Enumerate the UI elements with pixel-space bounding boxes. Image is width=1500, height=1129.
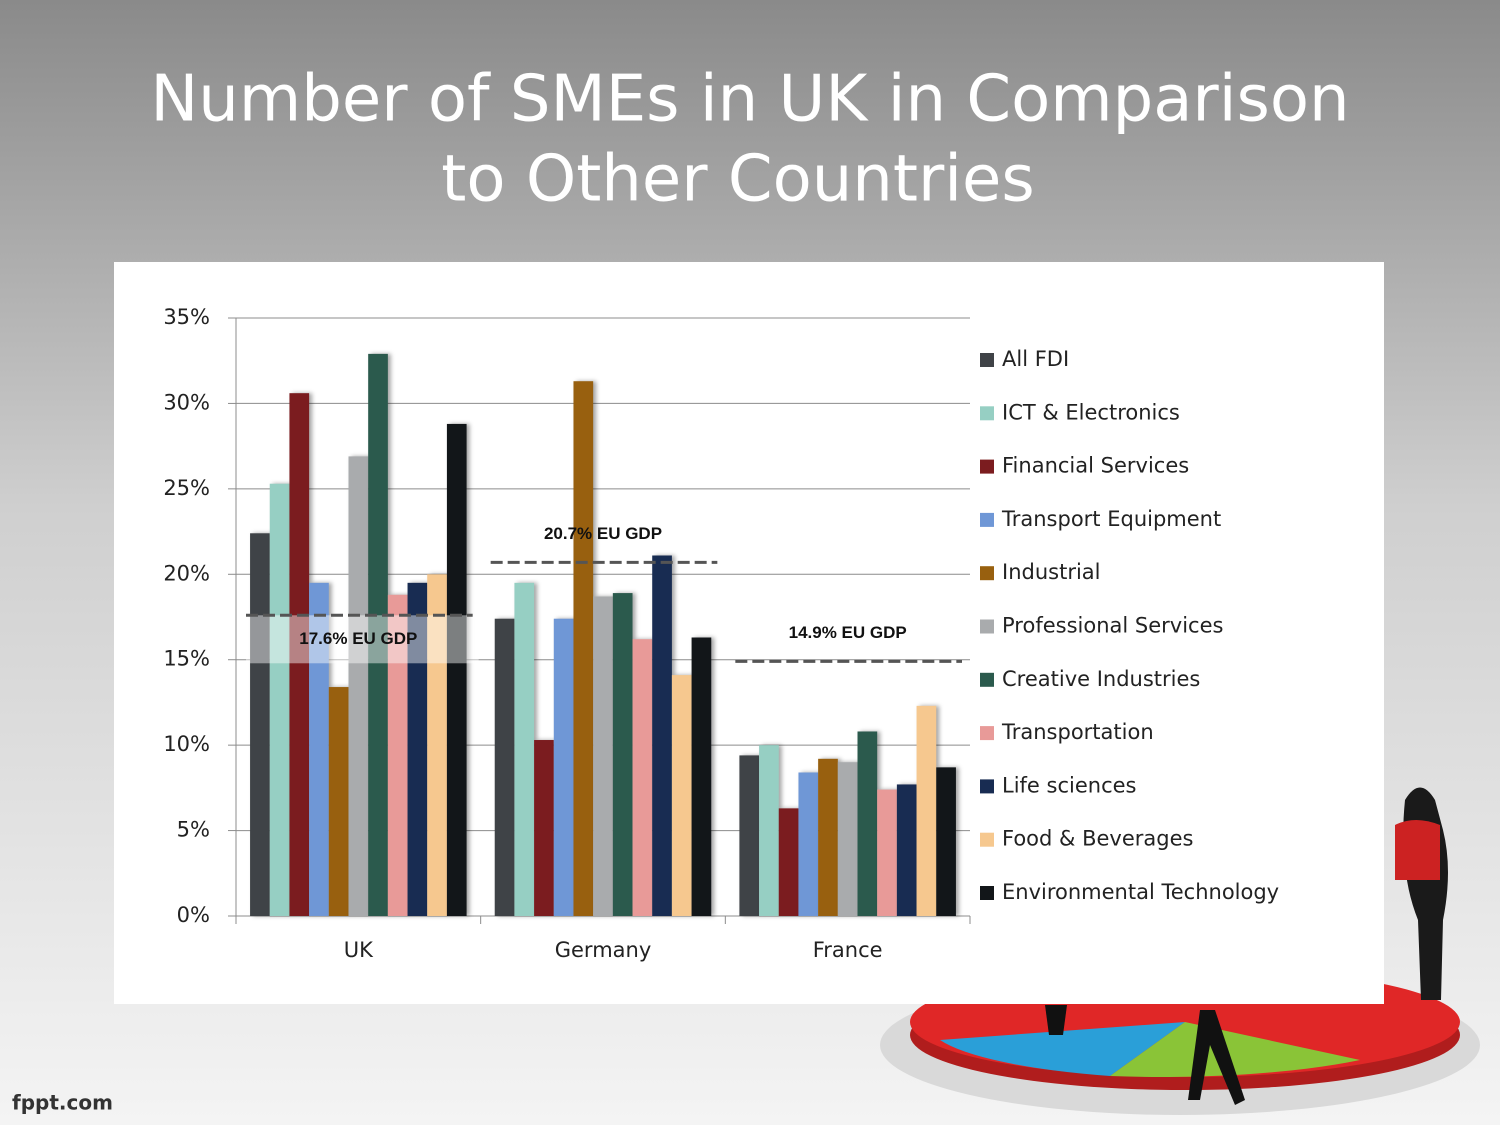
bar bbox=[289, 393, 310, 917]
legend-swatch bbox=[980, 886, 994, 900]
bar bbox=[778, 808, 799, 916]
legend-swatch bbox=[980, 726, 994, 741]
legend-swatch bbox=[980, 353, 994, 367]
bar bbox=[818, 758, 838, 916]
bar bbox=[612, 593, 633, 916]
bar bbox=[427, 574, 447, 916]
legend-label: Life sciences bbox=[1002, 773, 1136, 797]
legend-label: Food & Beverages bbox=[1002, 827, 1193, 851]
bar bbox=[534, 740, 554, 916]
bar bbox=[652, 555, 672, 916]
legend-swatch bbox=[980, 779, 994, 794]
bar bbox=[632, 639, 653, 916]
x-tick-label: France bbox=[813, 938, 883, 962]
legend-label: Environmental Technology bbox=[1002, 880, 1279, 904]
legend-label: Industrial bbox=[1002, 560, 1101, 584]
bar bbox=[269, 483, 290, 916]
y-tick-label: 25% bbox=[163, 476, 210, 500]
bar bbox=[857, 731, 878, 916]
decoration bbox=[880, 787, 1480, 1115]
legend-swatch bbox=[980, 832, 994, 847]
bar bbox=[573, 381, 594, 916]
legend-label: Professional Services bbox=[1002, 614, 1223, 638]
legend-swatch bbox=[980, 459, 994, 474]
bar bbox=[494, 618, 515, 916]
x-tick-label: UK bbox=[344, 938, 374, 962]
y-tick-label: 10% bbox=[163, 732, 210, 756]
legend-label: Transport Equipment bbox=[1001, 507, 1221, 531]
annotation-box bbox=[246, 615, 479, 664]
legend-swatch bbox=[980, 512, 994, 527]
bar bbox=[368, 353, 388, 916]
footer: fppt.com bbox=[12, 1091, 113, 1115]
y-tick-label: 0% bbox=[177, 903, 210, 927]
bar bbox=[407, 582, 428, 916]
legend-swatch bbox=[980, 566, 994, 581]
y-tick-label: 35% bbox=[163, 305, 210, 329]
title-line: Number of SMEs in UK in Comparison bbox=[150, 63, 1349, 137]
legend-swatch bbox=[980, 406, 994, 421]
annotation: 17.6% EU GDP bbox=[299, 629, 417, 648]
legend-label: Transportation bbox=[1001, 720, 1154, 744]
legend-label: Financial Services bbox=[1002, 454, 1189, 478]
bar bbox=[328, 687, 349, 916]
bar bbox=[446, 423, 467, 916]
y-tick-label: 15% bbox=[163, 647, 210, 671]
bar bbox=[514, 582, 535, 916]
legend-label: Creative Industries bbox=[1002, 667, 1200, 691]
bar bbox=[553, 618, 574, 916]
bar bbox=[896, 784, 917, 916]
bar bbox=[759, 745, 779, 916]
bar bbox=[916, 705, 937, 916]
legend-label: ICT & Electronics bbox=[1002, 400, 1180, 424]
bar bbox=[691, 637, 712, 916]
title-line: to Other Countries bbox=[441, 143, 1035, 217]
legend-swatch bbox=[980, 619, 994, 634]
bar bbox=[593, 596, 613, 916]
bar bbox=[936, 767, 956, 916]
bar bbox=[348, 456, 369, 916]
x-tick-label: Germany bbox=[555, 938, 652, 962]
annotation: 20.7% EU GDP bbox=[544, 524, 662, 543]
bar bbox=[877, 789, 897, 916]
plot: 0% 5% 10% 15% 20% 25% 30% 35% UK Germany France 17.… bbox=[163, 305, 1279, 962]
bar bbox=[387, 594, 408, 916]
annotation: 14.9% EU GDP bbox=[789, 623, 907, 642]
legend-label: All FDI bbox=[1002, 347, 1069, 371]
bar bbox=[671, 675, 692, 916]
legend-swatch bbox=[980, 672, 994, 687]
y-tick-label: 30% bbox=[163, 390, 210, 414]
bar bbox=[739, 755, 760, 916]
bar bbox=[250, 533, 270, 916]
bar bbox=[798, 772, 819, 916]
y-tick-label: 20% bbox=[163, 561, 210, 585]
y-tick-label: 5% bbox=[177, 818, 210, 842]
bar bbox=[309, 582, 329, 916]
bar bbox=[837, 762, 858, 916]
